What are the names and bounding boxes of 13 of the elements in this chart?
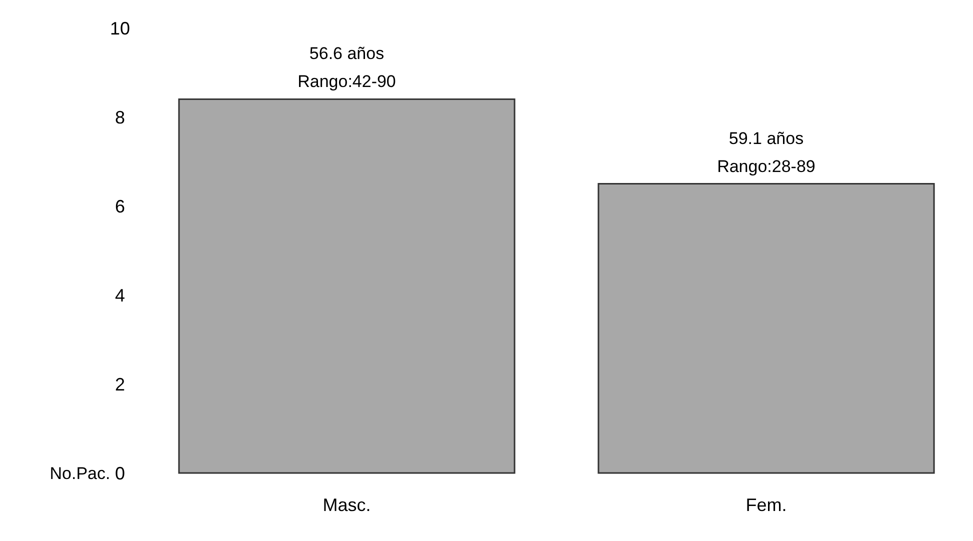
annotation: 56.6 años [309, 44, 384, 64]
y-tick-label: 0 [114, 463, 126, 484]
y-axis-title: No.Pac. [50, 464, 110, 483]
y-tick-label: 10 [110, 18, 130, 38]
x-tick-label: Fem. [746, 495, 787, 515]
y-tick-label: 6 [114, 196, 126, 216]
x-tick-label: Masc. [322, 495, 371, 515]
annotation: Rango:42-90 [298, 72, 396, 92]
annotation: 59.1 años [728, 128, 804, 148]
y-tick-label: 8 [114, 107, 126, 128]
y-tick-label: 4 [114, 285, 126, 306]
annotation: Rango:28-89 [717, 156, 816, 176]
y-tick-label: 2 [114, 374, 126, 394]
